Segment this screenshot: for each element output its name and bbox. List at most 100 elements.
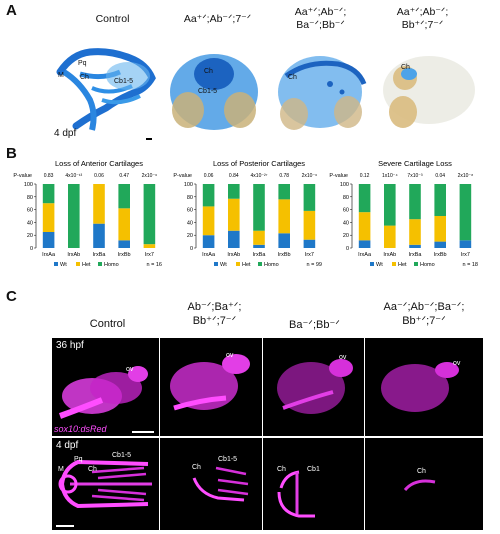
legend-swatch — [370, 262, 374, 266]
y-tick-label: 100 — [340, 182, 349, 188]
bar-segment — [118, 240, 130, 248]
label-cb: Cb1-5 — [198, 88, 218, 95]
y-tick-label: 0 — [346, 246, 349, 252]
bar-segment — [303, 184, 316, 211]
sox10-mutant2-36hpf — [170, 354, 250, 411]
y-tick-label: 100 — [184, 182, 193, 188]
bar-segment — [384, 225, 396, 248]
pvalue: 2x10⁻⁶ — [302, 173, 318, 179]
panel-c-letter: C — [6, 288, 17, 305]
bar-segment — [358, 240, 371, 248]
y-tick-label: 40 — [343, 220, 349, 226]
legend-label: Homo — [104, 262, 119, 268]
y-tick-label: 100 — [24, 182, 33, 188]
panel-a-title-4: Aa⁺ᐟ;Ab⁻ᐟ; — [396, 6, 449, 18]
chart-title: Loss of Posterior Cartilages — [213, 159, 305, 168]
sample-size: n = 16 — [147, 262, 162, 268]
label-ch: Ch — [204, 68, 213, 75]
bar-segment — [253, 230, 265, 245]
label-pq: Pq — [74, 456, 83, 463]
label-ch: Ch — [88, 466, 97, 473]
y-tick-label: 20 — [187, 233, 193, 239]
legend-swatch — [392, 262, 396, 266]
legend-label: Homo — [264, 262, 279, 268]
category-label: IrxAa — [42, 252, 56, 258]
category-label: IrxAa — [358, 252, 372, 258]
sox10-mutant3-36hpf — [277, 359, 353, 414]
panel-a-title-1: Control — [95, 13, 130, 25]
chart-title: Loss of Anterior Cartilages — [55, 159, 143, 168]
bar-segment — [253, 184, 265, 231]
sox10-control-4dpf — [58, 459, 152, 509]
bar-segment — [409, 184, 421, 220]
sox10-mutant3-4dpf — [277, 470, 315, 518]
stage-bottom-label: 4 dpf — [56, 440, 79, 451]
panel-c-36hpf-mutant-3: ov — [263, 338, 364, 436]
legend-swatch — [414, 262, 418, 266]
bar-segment — [202, 184, 215, 207]
category-label: IrxBa — [93, 252, 107, 258]
label-ov: ov — [453, 360, 461, 367]
bar-segment — [253, 244, 265, 248]
panel-b-charts: Loss of Anterior Cartilages P-value 0 20 40 6… — [0, 158, 500, 288]
legend-swatch — [258, 262, 262, 266]
pvalue: 0.83 — [44, 173, 54, 179]
bar-segment — [143, 244, 156, 248]
panel-c-36hpf-control: 36 hpf ov sox10:dsRed — [52, 338, 159, 436]
y-tick-label: 60 — [343, 208, 349, 214]
label-ov: ov — [126, 366, 134, 373]
bar-segment — [278, 199, 290, 234]
bar-segment — [228, 198, 240, 231]
label-ov: ov — [226, 352, 234, 359]
legend-label: Wt — [220, 262, 227, 268]
label-cb: Cb1-5 — [114, 78, 134, 85]
legend-label: Wt — [376, 262, 383, 268]
stage-label: 4 dpf — [54, 128, 77, 139]
sample-size: n = 99 — [307, 262, 322, 268]
bar-segment — [118, 208, 130, 241]
legend-label: Het — [82, 262, 91, 268]
label-m: M — [58, 466, 64, 473]
y-tick-label: 40 — [27, 220, 33, 226]
bar-segment — [459, 240, 472, 248]
category-label: IrxAa — [202, 252, 216, 258]
panel-b-letter: B — [6, 145, 17, 162]
label-ch: Ch — [80, 74, 89, 81]
panel-c-4dpf-control: 4 dpf M Pq Ch Cb1-5 — [52, 438, 159, 530]
category-label: Irx7 — [305, 252, 314, 258]
panel-a-image-3: Ch — [268, 34, 373, 144]
alcian-mutant-3-drawing — [278, 56, 367, 130]
label-ch: Ch — [401, 64, 410, 71]
reporter-label: sox10:dsRed — [54, 424, 107, 434]
bar-segment — [278, 184, 290, 200]
label-ch: Ch — [277, 466, 286, 473]
pvalue: 0.12 — [360, 173, 370, 179]
y-tick-label: 20 — [27, 233, 33, 239]
bar-segment — [384, 184, 396, 226]
bar-segment — [303, 239, 316, 248]
pvalue: 0.47 — [119, 173, 129, 179]
panel-c-title-2b: Bb⁺ᐟ;7⁻ᐟ — [192, 315, 237, 327]
panel-c-title-3: Ba⁻ᐟ;Bb⁻ᐟ — [289, 319, 340, 331]
y-tick-label: 0 — [190, 246, 193, 252]
panel-a-title-4b: Bb⁺ᐟ;7⁻ᐟ — [401, 19, 444, 31]
label-ov: ov — [339, 354, 347, 361]
panel-c-title-4b: Bb⁺ᐟ;7⁻ᐟ — [402, 315, 446, 327]
y-tick-label: 60 — [27, 208, 33, 214]
bar-segment — [409, 244, 421, 248]
sox10-control-36hpf — [58, 366, 148, 419]
bar-segment — [459, 184, 472, 241]
pvalue: 2x10⁻⁶ — [142, 173, 158, 179]
y-tick-label: 0 — [30, 246, 33, 252]
panel-c-36hpf-mutant-4: ov — [365, 338, 483, 436]
bar-segment — [303, 210, 316, 240]
category-label: IrxBb — [118, 252, 131, 258]
panel-a-title-2: Aa⁺ᐟ;Ab⁻ᐟ;7⁻ᐟ — [183, 13, 252, 25]
bar-segment — [143, 184, 156, 245]
legend-swatch — [214, 262, 218, 266]
bar-segment — [434, 216, 446, 242]
category-label: IrxAb — [227, 252, 240, 258]
pvalue-label: P-value — [173, 173, 192, 179]
label-ch: Ch — [417, 468, 426, 475]
y-tick-label: 80 — [187, 195, 193, 201]
